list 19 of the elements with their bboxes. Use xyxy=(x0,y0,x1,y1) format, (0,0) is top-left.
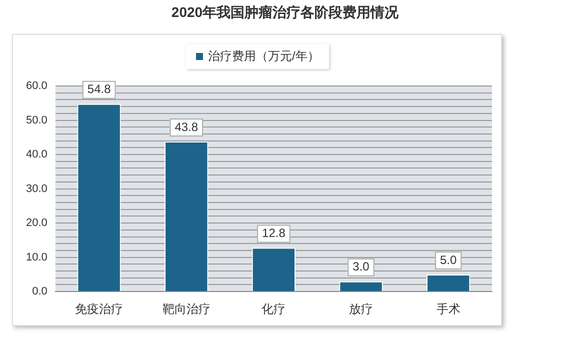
x-tick-label: 化疗 xyxy=(262,302,286,316)
y-tick-label: 60.0 xyxy=(26,80,48,92)
text: 12.8 xyxy=(262,226,286,240)
text: 3.0 xyxy=(352,260,370,274)
x-tick-label: 放疗 xyxy=(349,302,374,316)
y-tick-label: 50.0 xyxy=(26,114,48,126)
x-tick-label: 靶向治疗 xyxy=(162,302,210,316)
text: 54.8 xyxy=(87,82,111,96)
text: 43.8 xyxy=(174,120,198,134)
y-tick-label: 40.0 xyxy=(26,148,48,161)
y-tick-label: 30.0 xyxy=(26,182,48,195)
legend-label: 治疗费用（万元/年） xyxy=(208,48,320,65)
text: 5.0 xyxy=(440,252,457,267)
x-tick-label: 手术 xyxy=(436,302,460,316)
x-tick-label: 免疫治疗 xyxy=(75,302,124,316)
y-tick-label: 10.0 xyxy=(26,251,48,264)
chart-title: 2020年我国肿瘤治疗各阶段费用情况 xyxy=(170,4,400,22)
y-tick-label: 0.0 xyxy=(32,286,48,298)
y-tick-label: 20.0 xyxy=(26,217,48,230)
